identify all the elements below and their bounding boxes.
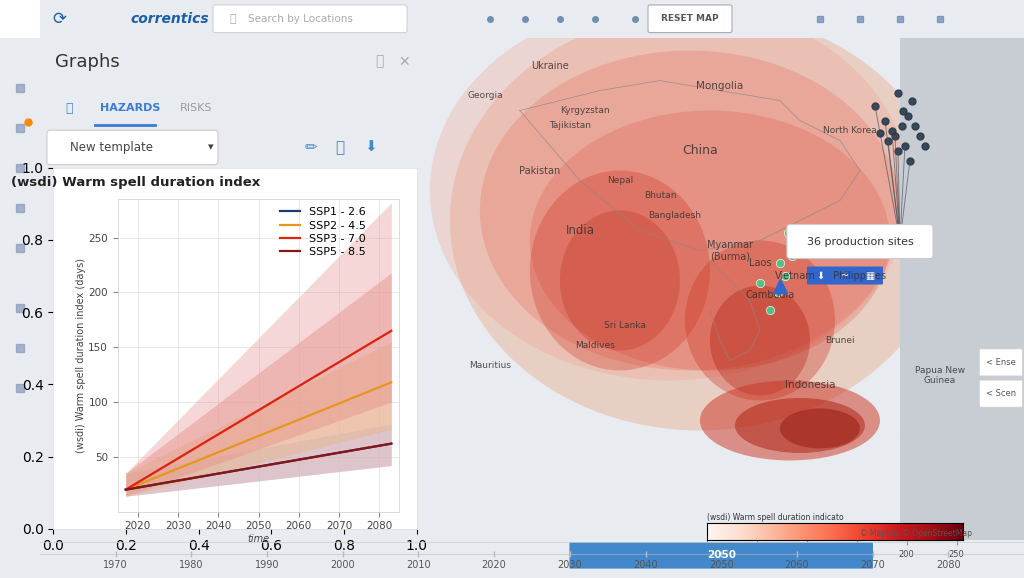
Ellipse shape bbox=[710, 286, 810, 395]
Text: 2000: 2000 bbox=[331, 560, 355, 570]
Text: ⬇: ⬇ bbox=[365, 140, 378, 155]
Ellipse shape bbox=[780, 409, 860, 449]
Text: 1990: 1990 bbox=[255, 560, 280, 570]
Text: < Scen: < Scen bbox=[986, 390, 1016, 398]
Text: Graphs: Graphs bbox=[55, 53, 120, 71]
Text: Pakistan: Pakistan bbox=[519, 165, 560, 176]
Text: ⬇: ⬇ bbox=[816, 271, 824, 280]
Y-axis label: (wsdi) Warm spell duration index (days): (wsdi) Warm spell duration index (days) bbox=[76, 258, 86, 453]
FancyBboxPatch shape bbox=[47, 130, 218, 165]
Text: Vietnam: Vietnam bbox=[774, 271, 815, 280]
Ellipse shape bbox=[480, 50, 900, 370]
Text: China: China bbox=[682, 144, 718, 157]
Text: 🔍: 🔍 bbox=[230, 14, 237, 24]
FancyBboxPatch shape bbox=[786, 224, 933, 258]
Text: Nepal: Nepal bbox=[607, 176, 633, 185]
Legend: SSP1 - 2.6, SSP2 - 4.5, SSP3 - 7.0, SSP5 - 8.5: SSP1 - 2.6, SSP2 - 4.5, SSP3 - 7.0, SSP5… bbox=[279, 205, 369, 260]
Text: Mauritius: Mauritius bbox=[469, 361, 511, 370]
FancyBboxPatch shape bbox=[648, 5, 732, 32]
Text: 2060: 2060 bbox=[784, 560, 809, 570]
FancyBboxPatch shape bbox=[979, 349, 1023, 376]
Text: 36 production sites: 36 production sites bbox=[807, 236, 913, 246]
Text: 🌐: 🌐 bbox=[65, 102, 73, 115]
Text: ~: ~ bbox=[841, 271, 849, 280]
Ellipse shape bbox=[529, 110, 890, 370]
Bar bbox=[0, 0, 40, 38]
Text: 2080: 2080 bbox=[936, 560, 961, 570]
Ellipse shape bbox=[900, 408, 980, 463]
Text: Ukraine: Ukraine bbox=[531, 61, 568, 71]
Ellipse shape bbox=[735, 398, 865, 453]
Text: (wsdi) Warm spell duration index: (wsdi) Warm spell duration index bbox=[10, 176, 260, 189]
Text: Bangladesh: Bangladesh bbox=[648, 211, 701, 220]
Text: North Korea: North Korea bbox=[823, 126, 877, 135]
Text: Myanmar
(Burma): Myanmar (Burma) bbox=[707, 240, 753, 261]
Text: Georgia: Georgia bbox=[467, 91, 503, 100]
Text: HAZARDS: HAZARDS bbox=[100, 103, 161, 113]
Ellipse shape bbox=[450, 10, 950, 431]
Text: 2070: 2070 bbox=[860, 560, 885, 570]
FancyBboxPatch shape bbox=[831, 266, 858, 284]
Text: 2010: 2010 bbox=[407, 560, 431, 570]
Text: 2050: 2050 bbox=[709, 560, 733, 570]
Text: 1980: 1980 bbox=[179, 560, 204, 570]
Text: Cambodia: Cambodia bbox=[745, 291, 795, 301]
Text: ✏: ✏ bbox=[305, 140, 317, 155]
Text: 2020: 2020 bbox=[481, 560, 507, 570]
Ellipse shape bbox=[560, 210, 680, 350]
FancyBboxPatch shape bbox=[213, 5, 407, 32]
Text: RISKS: RISKS bbox=[180, 103, 212, 113]
Text: Laos: Laos bbox=[749, 258, 771, 268]
Text: New template: New template bbox=[70, 141, 153, 154]
Text: ▦: ▦ bbox=[865, 271, 874, 280]
FancyBboxPatch shape bbox=[569, 542, 873, 569]
Ellipse shape bbox=[700, 380, 880, 461]
Text: © Mapbox © OpenStreetMap: © Mapbox © OpenStreetMap bbox=[860, 529, 973, 538]
FancyBboxPatch shape bbox=[807, 266, 833, 284]
Text: ⛶: ⛶ bbox=[375, 54, 383, 69]
Ellipse shape bbox=[430, 1, 910, 380]
Ellipse shape bbox=[685, 240, 835, 401]
Text: Kyrgyzstan: Kyrgyzstan bbox=[560, 106, 609, 115]
Text: ⟳: ⟳ bbox=[52, 10, 66, 28]
Text: Sri Lanka: Sri Lanka bbox=[604, 321, 646, 330]
Text: ▾: ▾ bbox=[208, 142, 214, 153]
FancyBboxPatch shape bbox=[979, 380, 1023, 407]
Text: Brunei: Brunei bbox=[825, 336, 855, 345]
Text: 💾: 💾 bbox=[335, 140, 344, 155]
Text: ✕: ✕ bbox=[398, 54, 410, 69]
Text: correntics: correntics bbox=[130, 12, 209, 26]
Text: Mongolia: Mongolia bbox=[696, 80, 743, 91]
Text: Philippines: Philippines bbox=[834, 271, 887, 280]
Text: 2040: 2040 bbox=[633, 560, 657, 570]
Text: Bhutan: Bhutan bbox=[644, 191, 676, 200]
FancyBboxPatch shape bbox=[857, 266, 883, 284]
Ellipse shape bbox=[529, 171, 710, 370]
X-axis label: time: time bbox=[248, 534, 269, 544]
Text: India: India bbox=[565, 224, 594, 237]
Bar bbox=[900, 38, 1024, 540]
Text: Indonesia: Indonesia bbox=[784, 380, 836, 391]
Text: Search by Locations: Search by Locations bbox=[248, 14, 353, 24]
Text: Maldives: Maldives bbox=[574, 341, 614, 350]
Text: Papua New
Guinea: Papua New Guinea bbox=[914, 366, 965, 385]
Text: 2050: 2050 bbox=[707, 550, 735, 560]
Text: 1970: 1970 bbox=[103, 560, 128, 570]
Text: < Ense: < Ense bbox=[986, 358, 1016, 367]
Text: RESET MAP: RESET MAP bbox=[662, 14, 719, 23]
Text: (wsdi) Warm spell duration indicato: (wsdi) Warm spell duration indicato bbox=[707, 513, 843, 523]
Text: Tajikistan: Tajikistan bbox=[549, 121, 591, 130]
Text: 2030: 2030 bbox=[557, 560, 582, 570]
